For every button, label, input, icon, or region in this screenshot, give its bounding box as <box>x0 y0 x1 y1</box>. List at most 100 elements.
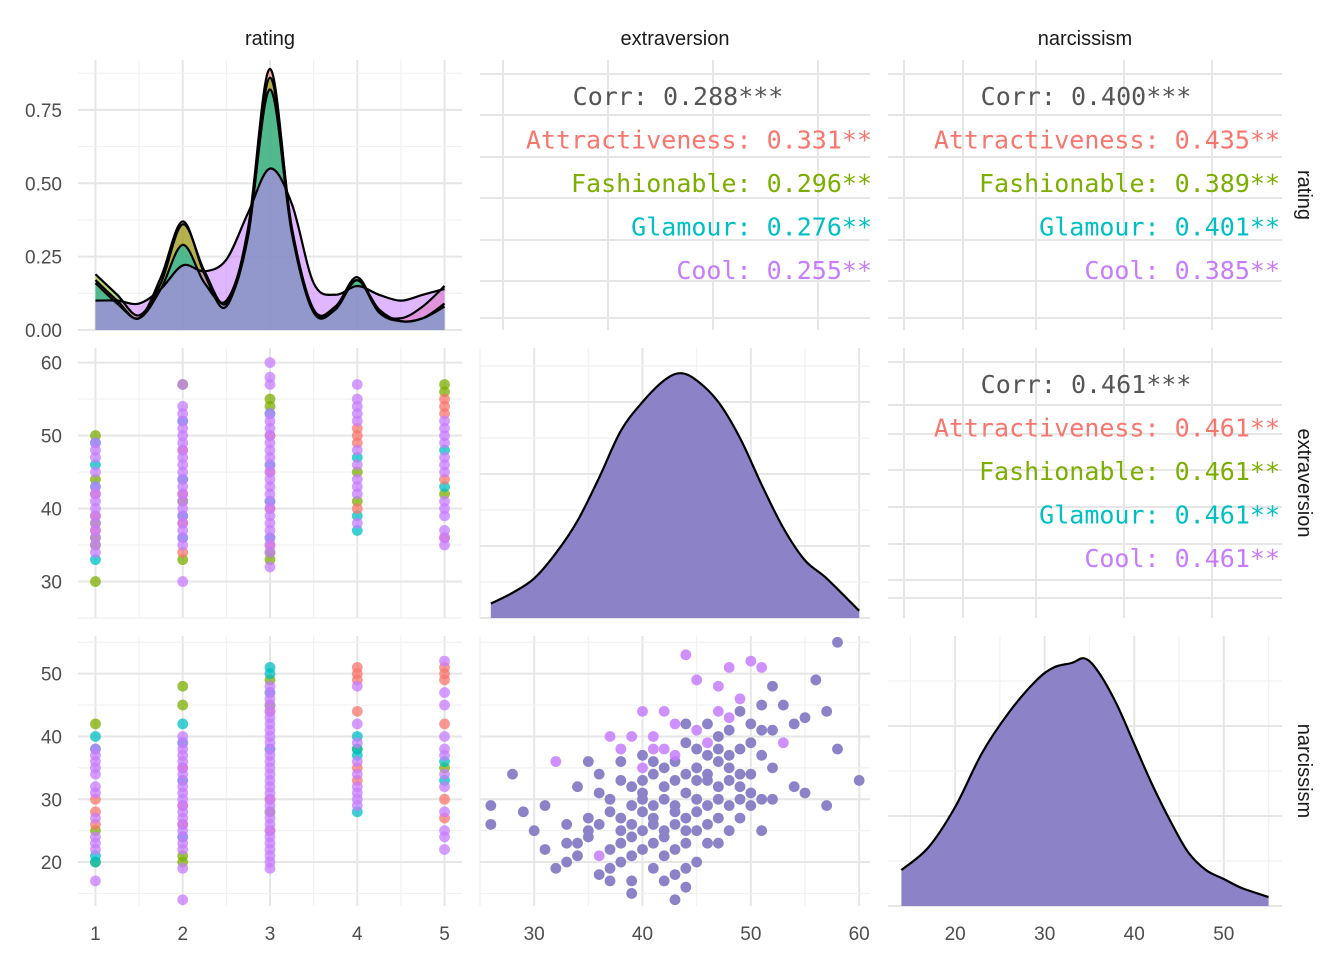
point-cool <box>723 661 735 673</box>
y-tick-label: 30 <box>41 573 62 594</box>
point-attractiveness <box>439 793 450 805</box>
point-cool <box>351 768 363 780</box>
point <box>712 731 724 742</box>
corr-label: Fashionable: 0.389** <box>979 169 1280 198</box>
point-cool <box>593 850 605 862</box>
point <box>647 837 659 849</box>
point-cool <box>658 743 670 755</box>
point-cool <box>637 762 648 774</box>
point-cool <box>90 466 101 478</box>
point <box>615 856 627 868</box>
point-cool <box>351 756 363 767</box>
point-cool <box>439 415 450 427</box>
point <box>539 800 551 811</box>
point <box>637 775 648 786</box>
point-cool <box>439 844 450 855</box>
point <box>582 812 594 824</box>
point <box>593 787 605 799</box>
point-cool <box>177 576 189 587</box>
point-cool <box>351 718 363 730</box>
x-tick-label: 1 <box>90 924 101 945</box>
point <box>702 800 713 811</box>
point <box>691 775 703 786</box>
point-cool <box>351 517 363 529</box>
y-tick-label: 60 <box>41 354 62 375</box>
point <box>604 862 616 874</box>
point <box>626 850 638 862</box>
point <box>756 749 768 761</box>
point-glamour <box>90 731 101 742</box>
x-tick-label: 30 <box>524 924 545 945</box>
point <box>604 844 616 855</box>
point <box>615 812 627 824</box>
point <box>712 812 724 824</box>
point <box>712 793 724 805</box>
x-tick-label: 50 <box>1213 924 1234 945</box>
point-cool <box>351 473 363 485</box>
point <box>821 705 833 717</box>
point <box>626 800 638 811</box>
corr-label: Corr: 0.288*** <box>573 82 784 111</box>
y-tick-label: 20 <box>41 853 62 874</box>
point <box>680 837 692 849</box>
point <box>593 768 605 780</box>
point-cool <box>669 749 681 761</box>
point-cool <box>90 743 101 755</box>
point <box>734 768 746 780</box>
point <box>788 781 800 793</box>
point-cool <box>351 444 363 456</box>
point <box>691 762 703 774</box>
point <box>658 793 670 805</box>
point <box>572 781 583 793</box>
point <box>691 743 703 755</box>
y-tick-label: 30 <box>41 790 62 811</box>
corr-label: Fashionable: 0.461** <box>979 457 1280 486</box>
density-line-cool <box>95 167 445 306</box>
point <box>626 781 638 793</box>
point <box>723 724 735 736</box>
point <box>712 837 724 849</box>
point <box>832 636 843 648</box>
point-cool <box>439 806 450 818</box>
point <box>756 825 768 837</box>
point <box>669 800 681 811</box>
point-cool <box>439 687 450 698</box>
point <box>734 812 746 824</box>
point <box>767 724 778 736</box>
point <box>626 875 638 887</box>
point-cool <box>647 731 659 742</box>
point-cool <box>439 743 450 755</box>
point-cool <box>351 459 363 471</box>
y-tick-label: 0.50 <box>25 174 62 195</box>
point <box>658 875 670 887</box>
point <box>723 749 735 761</box>
point <box>734 793 746 805</box>
point-cool <box>351 393 363 405</box>
point <box>647 800 659 811</box>
point <box>767 762 778 774</box>
point-glamour <box>177 718 189 730</box>
point-cool <box>702 737 713 749</box>
point <box>561 856 573 868</box>
point-cool <box>264 680 276 692</box>
panel-extraversion-narcissism-grid <box>479 636 870 906</box>
point-cool <box>439 825 450 837</box>
y-tick-label: 50 <box>41 665 62 686</box>
point-cool <box>439 768 450 780</box>
y-tick-label: 40 <box>41 727 62 748</box>
point-cool <box>439 655 450 667</box>
corr-panel-grid <box>888 348 1282 618</box>
x-tick-label: 3 <box>265 924 276 945</box>
point <box>658 762 670 774</box>
point <box>712 743 724 755</box>
point-cool <box>745 655 757 667</box>
point-cool <box>177 862 189 874</box>
corr-text-group: Corr: 0.461*** Attractiveness: 0.461** Fas… <box>934 370 1280 573</box>
point <box>702 768 713 780</box>
x-tick-label: 60 <box>849 924 870 945</box>
point <box>669 894 681 906</box>
point-attractiveness <box>439 718 450 730</box>
point <box>788 718 800 730</box>
strip-top-rating: rating <box>245 28 295 50</box>
